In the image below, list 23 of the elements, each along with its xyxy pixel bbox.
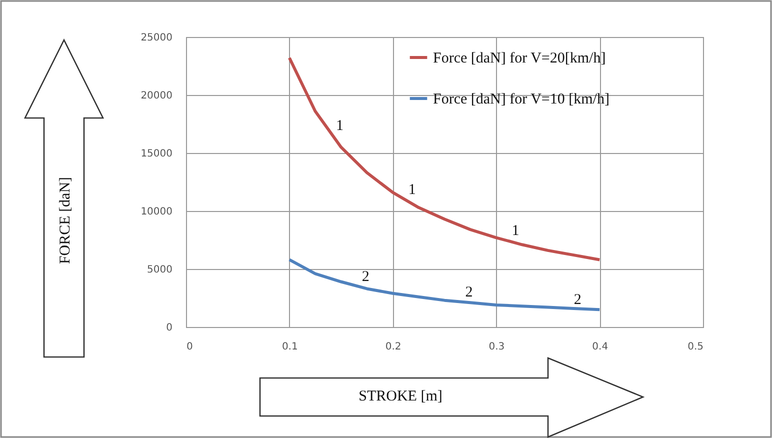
x-tick-label: 0.5: [688, 342, 704, 352]
annotation: 2: [574, 292, 582, 308]
legend-label: Force [daN] for V=20[km/h]: [433, 50, 606, 66]
legend-label: Force [daN] for V=10 [km/h]: [433, 92, 610, 108]
y-tick-label: 5000: [147, 264, 172, 276]
x-tick-label: 0.4: [592, 342, 608, 352]
y-tick-label: 0: [166, 322, 172, 334]
line-series: [288, 258, 602, 312]
annotation: 1: [408, 182, 416, 198]
y-tick-label: 25000: [140, 32, 172, 44]
annotation: 2: [465, 284, 473, 301]
y-tick-label: 10000: [140, 206, 172, 218]
y-axis-title: FORCE [daN]: [58, 176, 74, 264]
annotation: 1: [512, 223, 520, 240]
x-tick-label: 0: [186, 342, 193, 352]
annotation: 2: [362, 269, 370, 286]
x-tick-label: 0.1: [282, 342, 298, 352]
x-tick-label: 0.2: [385, 342, 402, 352]
y-tick-label: 20000: [140, 90, 172, 102]
annotation: 1: [336, 118, 344, 134]
x-tick-label: 0.3: [488, 342, 505, 352]
x-axis-title: STROKE [m]: [358, 388, 442, 404]
y-tick-label: 15000: [140, 148, 172, 160]
